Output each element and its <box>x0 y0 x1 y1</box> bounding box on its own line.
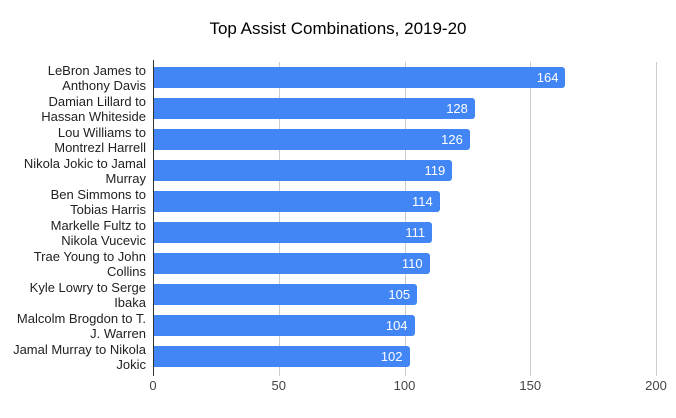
bar-row: 105 <box>153 279 656 310</box>
category-label-line: Tobias Harris <box>70 201 146 217</box>
category-label-line: Markelle Fultz to <box>50 217 146 233</box>
category-label-line: Lou Williams to <box>57 124 146 140</box>
category-label-line: Collins <box>106 263 146 279</box>
bar: 104 <box>153 315 415 336</box>
bar-value-label: 126 <box>441 132 463 147</box>
gridline-100 <box>404 62 406 376</box>
bar-value-label: 114 <box>411 194 433 209</box>
category-label-line: Nikola Vucevic <box>61 232 146 248</box>
category-label-line: Nikola Jokic to Jamal <box>23 155 146 171</box>
category-label-line: Montrezl Harrell <box>54 139 146 155</box>
category-label-line: Damian Lillard to <box>48 93 146 109</box>
bar-series: 164 128 126 119 114 111 110 105 104 102 <box>153 62 656 372</box>
bar-row: 104 <box>153 310 656 341</box>
category-label-line: Anthony Davis <box>62 77 146 93</box>
bar-row: 102 <box>153 341 656 372</box>
bar-value-label: 105 <box>388 287 411 302</box>
category-label-line: Malcolm Brogdon to T. <box>16 310 146 326</box>
bar-row: 126 <box>153 124 656 155</box>
bar-value-label: 102 <box>380 349 403 364</box>
bar-row: 114 <box>153 186 656 217</box>
category-label-line: Jamal Murray to Nikola <box>13 341 146 357</box>
category-axis: LeBron James to Anthony Davis Damian Lilla… <box>0 62 146 372</box>
bar: 119 <box>153 160 453 181</box>
x-tick-label: 150 <box>519 378 542 393</box>
gridline-200 <box>656 62 657 376</box>
gridline-150 <box>530 62 532 376</box>
category-label-line: J. Warren <box>90 325 146 341</box>
bar: 110 <box>153 253 430 274</box>
value-axis: 0 50 100 150 200 <box>149 378 666 394</box>
category-label: Malcolm Brogdon to T. J. Warren <box>0 310 146 341</box>
category-label-line: LeBron James to <box>47 62 146 78</box>
category-label: Kyle Lowry to Serge Ibaka <box>0 279 146 310</box>
bar-value-label: 111 <box>405 225 426 240</box>
bar: 105 <box>153 284 418 305</box>
bar: 164 <box>153 67 566 88</box>
bar-row: 119 <box>153 155 656 186</box>
category-label: Damian Lillard to Hassan Whiteside <box>0 93 146 124</box>
plot-area: 164 128 126 119 114 111 110 105 104 102 <box>153 62 657 376</box>
bar-row: 111 <box>153 217 656 248</box>
category-label-line: Trae Young to John <box>33 248 146 264</box>
category-label-line: Kyle Lowry to Serge <box>29 279 146 295</box>
category-label: LeBron James to Anthony Davis <box>0 62 146 93</box>
bar: 102 <box>153 346 410 367</box>
bar: 128 <box>153 98 475 119</box>
bar-row: 164 <box>153 62 656 93</box>
category-label-line: Ibaka <box>114 294 146 310</box>
category-label-line: Ben Simmons to <box>50 186 146 202</box>
bar: 126 <box>153 129 470 150</box>
chart-title: Top Assist Combinations, 2019-20 <box>209 19 467 38</box>
category-label: Trae Young to John Collins <box>0 248 146 279</box>
category-label: Nikola Jokic to Jamal Murray <box>0 155 146 186</box>
category-label-line: Hassan Whiteside <box>41 108 146 124</box>
category-label: Lou Williams to Montrezl Harrell <box>0 124 146 155</box>
bar: 114 <box>153 191 440 212</box>
bar-value-label: 164 <box>536 70 559 85</box>
x-tick-label: 100 <box>393 378 416 393</box>
bar-row: 128 <box>153 93 656 124</box>
bar-value-label: 104 <box>385 318 408 333</box>
x-tick-label: 200 <box>645 378 667 393</box>
bar-row: 110 <box>153 248 656 279</box>
category-label: Markelle Fultz to Nikola Vucevic <box>0 217 146 248</box>
bar-value-label: 110 <box>401 256 423 271</box>
x-tick-label: 50 <box>271 378 286 393</box>
x-tick-label: 0 <box>149 378 157 393</box>
y-axis-line <box>153 60 154 376</box>
category-label: Jamal Murray to Nikola Jokic <box>0 341 146 372</box>
category-label-line: Jokic <box>116 356 146 372</box>
bar-value-label: 119 <box>424 163 446 178</box>
category-label: Ben Simmons to Tobias Harris <box>0 186 146 217</box>
bar-value-label: 128 <box>446 101 468 116</box>
bar: 111 <box>153 222 433 243</box>
category-label-line: Murray <box>105 170 146 186</box>
gridline-50 <box>278 62 280 376</box>
